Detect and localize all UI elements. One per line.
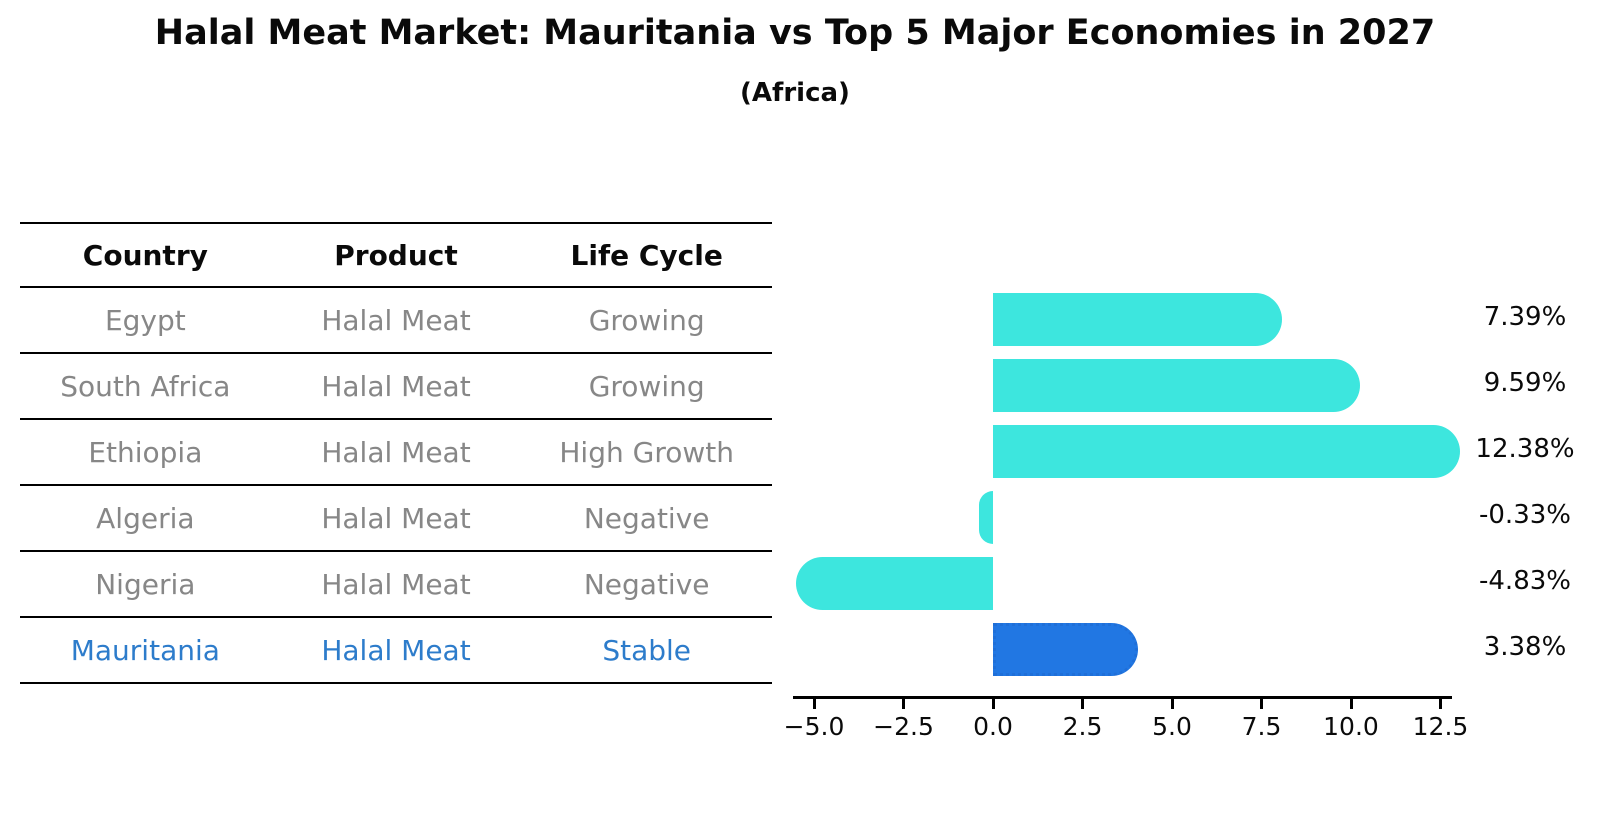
table-cell: Ethiopia [88, 435, 203, 469]
x-tick-label: 10.0 [1323, 712, 1379, 741]
table-row: Nigeria Halal Meat Negative [20, 552, 772, 618]
table-row: South Africa Halal Meat Growing [20, 354, 772, 420]
table-cell: Halal Meat [321, 435, 471, 469]
table-header-row: Country Product Life Cycle [20, 224, 772, 288]
table-header-country: Country [82, 238, 208, 272]
table-row: Mauritania Halal Meat Stable [20, 618, 772, 684]
x-tick-label: 2.5 [1062, 712, 1103, 741]
bar-value-label: -0.33% [1479, 500, 1571, 530]
table-row: Ethiopia Halal Meat High Growth [20, 420, 772, 486]
table-row: Algeria Halal Meat Negative [20, 486, 772, 552]
bar-value-label: -4.83% [1479, 566, 1571, 596]
x-axis-line [793, 696, 1452, 699]
bar-value-label: 12.38% [1475, 434, 1575, 464]
table-body: Egypt Halal Meat Growing South Africa Halal … [20, 288, 772, 684]
table-cell: High Growth [559, 435, 734, 469]
table-cell: Halal Meat [321, 369, 471, 403]
x-tick [812, 699, 816, 709]
bar-ethiopia [993, 424, 1461, 478]
table-header-product: Product [334, 238, 458, 272]
x-tick [1349, 699, 1353, 709]
x-tick-label: −2.5 [873, 712, 934, 741]
x-tick [1081, 699, 1084, 709]
x-tick [991, 699, 995, 709]
table-cell: South Africa [60, 369, 231, 403]
table-header-life-cycle: Life Cycle [570, 238, 723, 272]
chart-subtitle: (Africa) [740, 78, 850, 108]
table-cell: Algeria [96, 501, 195, 535]
x-tick-label: 5.0 [1152, 712, 1192, 741]
bar-value-label: 7.39% [1483, 302, 1567, 332]
x-tick [1439, 699, 1442, 709]
table-cell: Halal Meat [321, 501, 471, 535]
bar-south-africa [993, 358, 1361, 412]
x-tick-label: 12.5 [1412, 712, 1469, 741]
table-cell: Mauritania [70, 633, 220, 667]
table-cell: Egypt [104, 303, 186, 337]
table-cell: Nigeria [95, 567, 196, 601]
x-tick-label: −5.0 [783, 712, 845, 741]
x-tick-label: 7.5 [1241, 712, 1282, 741]
bar-mauritania [993, 622, 1138, 676]
bar-value-label: 9.59% [1483, 368, 1567, 398]
bar-egypt [993, 292, 1282, 346]
x-tick [1260, 699, 1263, 709]
table-cell: Negative [583, 567, 710, 601]
table-cell: Growing [588, 369, 705, 403]
market-table: Country Product Life Cycle Egypt Halal Me… [20, 222, 772, 684]
x-tick [902, 699, 905, 709]
bar-chart: −5.0 −2.5 0.0 2.5 5.0 7.5 10.0 12.5 7.39% 9.59% 1… [784, 222, 1575, 752]
table-cell: Growing [588, 303, 705, 337]
table-cell: Negative [583, 501, 710, 535]
bar-nigeria [796, 556, 993, 610]
table-cell: Stable [602, 633, 692, 667]
x-tick-label: 0.0 [973, 712, 1013, 741]
x-tick [1170, 699, 1174, 709]
chart-title: Halal Meat Market: Mauritania vs Top 5 M… [154, 13, 1436, 53]
table-cell: Halal Meat [321, 567, 471, 601]
table-cell: Halal Meat [321, 633, 471, 667]
bar-value-label: 3.38% [1483, 632, 1567, 662]
table-cell: Halal Meat [321, 303, 471, 337]
bar-algeria [979, 490, 993, 544]
table-row: Egypt Halal Meat Growing [20, 288, 772, 354]
